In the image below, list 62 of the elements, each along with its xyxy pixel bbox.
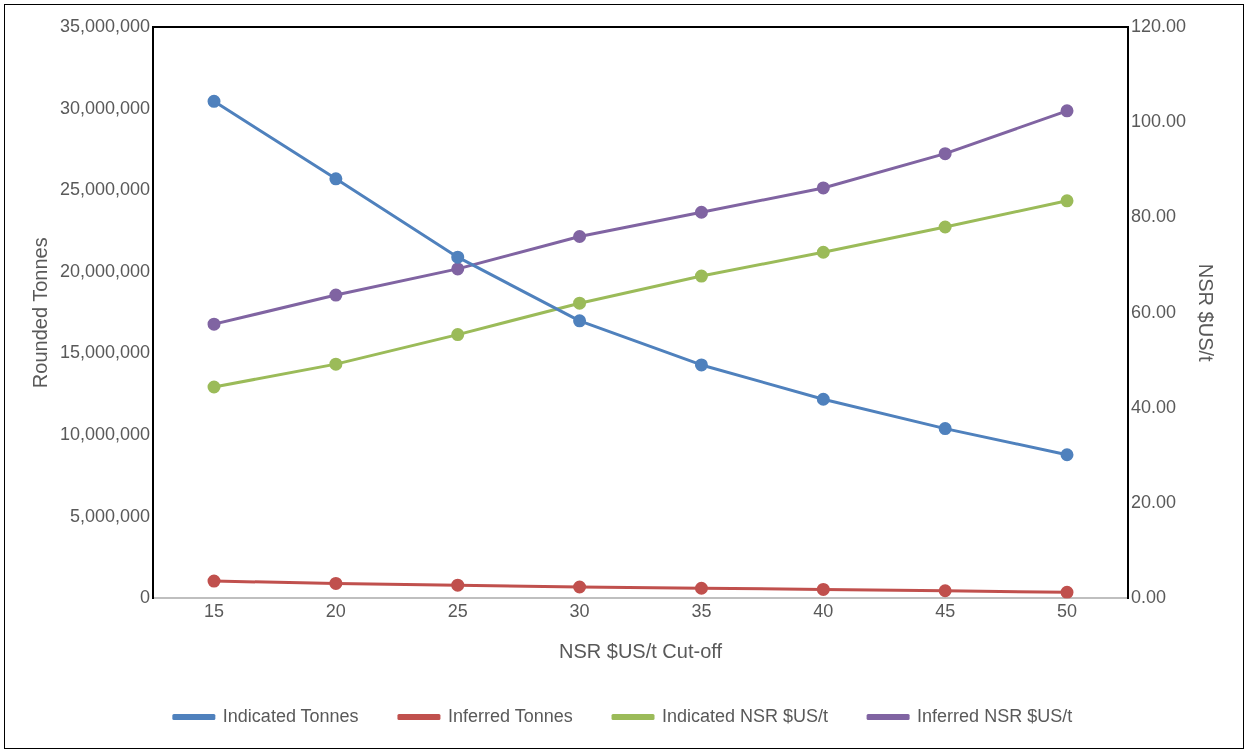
y2-tick-label: 40.00 bbox=[1130, 396, 1176, 417]
point bbox=[451, 262, 465, 276]
point bbox=[938, 220, 952, 234]
y2-tick-label: 100.00 bbox=[1130, 111, 1187, 132]
y-tick-label: 20,000,000 bbox=[59, 260, 151, 281]
point bbox=[1060, 448, 1074, 462]
y-axis-title: Rounded Tonnes bbox=[28, 237, 51, 389]
point bbox=[1060, 194, 1074, 208]
point bbox=[573, 230, 587, 244]
point bbox=[938, 422, 952, 436]
point bbox=[207, 317, 221, 331]
x-tick-label: 35 bbox=[691, 601, 712, 622]
point bbox=[329, 288, 343, 302]
y2-tick-label: 0.00 bbox=[1130, 587, 1166, 608]
point bbox=[816, 392, 830, 406]
legend-label: Inferred NSR $US/t bbox=[917, 705, 1073, 726]
x-tick-label: 45 bbox=[935, 601, 956, 622]
x-axis-title: NSR $US/t Cut-off bbox=[559, 639, 723, 662]
y-tick-label: 35,000,000 bbox=[59, 15, 151, 36]
x-tick-label: 30 bbox=[569, 601, 590, 622]
y-tick-label: 15,000,000 bbox=[59, 342, 151, 363]
point bbox=[694, 358, 708, 372]
y-tick-label: 30,000,000 bbox=[59, 97, 151, 118]
legend-label: Inferred Tonnes bbox=[447, 705, 573, 726]
point bbox=[207, 380, 221, 394]
point bbox=[1060, 104, 1074, 118]
y-tick-label: 10,000,000 bbox=[59, 424, 151, 445]
point bbox=[573, 580, 587, 594]
y-tick-label: 25,000,000 bbox=[59, 179, 151, 200]
x-tick-label: 40 bbox=[813, 601, 834, 622]
x-tick-label: 50 bbox=[1057, 601, 1078, 622]
x-tick-label: 15 bbox=[204, 601, 225, 622]
point bbox=[816, 181, 830, 195]
point bbox=[1060, 585, 1074, 599]
point bbox=[573, 296, 587, 310]
point bbox=[694, 205, 708, 219]
point bbox=[938, 147, 952, 161]
point bbox=[694, 269, 708, 283]
y-tick-label: 0 bbox=[140, 587, 151, 608]
point bbox=[207, 574, 221, 588]
point bbox=[329, 576, 343, 590]
y-tick-label: 5,000,000 bbox=[70, 505, 151, 526]
point bbox=[207, 94, 221, 108]
point bbox=[573, 314, 587, 328]
point bbox=[816, 582, 830, 596]
legend-label: Indicated NSR $US/t bbox=[662, 705, 829, 726]
legend-label: Indicated Tonnes bbox=[222, 705, 359, 726]
point bbox=[451, 578, 465, 592]
y2-tick-label: 20.00 bbox=[1130, 492, 1176, 513]
point bbox=[329, 357, 343, 371]
x-tick-label: 20 bbox=[325, 601, 346, 622]
point bbox=[329, 172, 343, 186]
point bbox=[816, 245, 830, 259]
point bbox=[451, 250, 465, 264]
y2-axis-title: NSR $US/t bbox=[1195, 263, 1218, 363]
point bbox=[694, 581, 708, 595]
y2-tick-label: 80.00 bbox=[1130, 206, 1176, 227]
y2-tick-label: 60.00 bbox=[1130, 301, 1176, 322]
point bbox=[451, 328, 465, 342]
x-tick-label: 25 bbox=[447, 601, 468, 622]
point bbox=[938, 584, 952, 598]
y2-tick-label: 120.00 bbox=[1130, 15, 1187, 36]
